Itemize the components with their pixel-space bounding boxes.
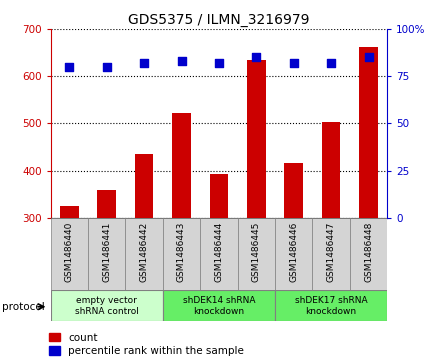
Text: protocol: protocol (2, 302, 45, 312)
Bar (284, 163, 303, 359)
Bar (350, 218, 387, 292)
Text: GSM1486443: GSM1486443 (177, 221, 186, 282)
Bar (125, 218, 163, 292)
Point (365, 54, 372, 60)
Bar (312, 218, 350, 292)
Bar (209, 174, 228, 359)
Text: GSM1486446: GSM1486446 (289, 221, 298, 282)
Bar (238, 218, 275, 292)
Text: empty vector
shRNA control: empty vector shRNA control (75, 296, 139, 315)
Bar (163, 218, 200, 292)
Bar (275, 290, 387, 321)
Point (216, 60, 223, 66)
Bar (275, 218, 312, 292)
Bar (322, 122, 341, 359)
Point (178, 58, 185, 64)
Point (327, 60, 335, 66)
Text: GSM1486444: GSM1486444 (214, 221, 224, 282)
Bar (200, 218, 238, 292)
Text: GSM1486445: GSM1486445 (252, 221, 261, 282)
Bar (51, 218, 88, 292)
Bar (172, 113, 191, 359)
Text: GSM1486440: GSM1486440 (65, 221, 74, 282)
Bar (97, 191, 116, 359)
Text: shDEK17 shRNA
knockdown: shDEK17 shRNA knockdown (295, 296, 367, 315)
Bar (247, 60, 266, 359)
Bar (60, 206, 79, 359)
Text: GSM1486447: GSM1486447 (326, 221, 336, 282)
Bar (163, 290, 275, 321)
Point (141, 60, 148, 66)
Text: shDEK14 shRNA
knockdown: shDEK14 shRNA knockdown (183, 296, 255, 315)
Bar (359, 47, 378, 359)
Text: GSM1486441: GSM1486441 (102, 221, 111, 282)
Legend: count, percentile rank within the sample: count, percentile rank within the sample (49, 333, 244, 356)
Point (290, 60, 297, 66)
Bar (88, 218, 125, 292)
Bar (51, 290, 163, 321)
Text: GSM1486448: GSM1486448 (364, 221, 373, 282)
Point (66, 64, 73, 70)
Point (253, 54, 260, 60)
Point (103, 64, 110, 70)
Text: GSM1486442: GSM1486442 (139, 221, 149, 282)
Title: GDS5375 / ILMN_3216979: GDS5375 / ILMN_3216979 (128, 13, 310, 26)
Bar (135, 154, 154, 359)
